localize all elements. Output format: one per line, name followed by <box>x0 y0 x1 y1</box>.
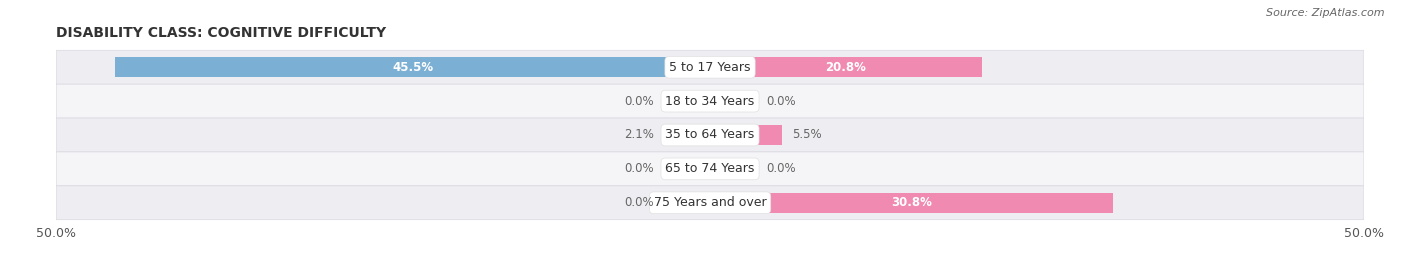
Text: Source: ZipAtlas.com: Source: ZipAtlas.com <box>1267 8 1385 18</box>
FancyBboxPatch shape <box>56 84 1364 118</box>
Text: 5.5%: 5.5% <box>793 129 823 141</box>
FancyBboxPatch shape <box>56 152 1364 186</box>
Text: 65 to 74 Years: 65 to 74 Years <box>665 162 755 176</box>
Bar <box>710 91 756 111</box>
FancyBboxPatch shape <box>56 186 1364 220</box>
Text: 18 to 34 Years: 18 to 34 Years <box>665 94 755 108</box>
Text: 5 to 17 Years: 5 to 17 Years <box>669 61 751 74</box>
Text: 0.0%: 0.0% <box>766 162 796 176</box>
Text: 30.8%: 30.8% <box>891 196 932 209</box>
Bar <box>115 58 710 77</box>
Bar <box>710 193 1112 212</box>
Bar <box>710 58 981 77</box>
Text: 35 to 64 Years: 35 to 64 Years <box>665 129 755 141</box>
Text: 0.0%: 0.0% <box>624 94 654 108</box>
Text: 45.5%: 45.5% <box>392 61 433 74</box>
Bar <box>664 193 710 212</box>
Text: 2.1%: 2.1% <box>624 129 654 141</box>
Bar <box>710 159 756 179</box>
FancyBboxPatch shape <box>56 118 1364 152</box>
Text: 0.0%: 0.0% <box>766 94 796 108</box>
Text: 20.8%: 20.8% <box>825 61 866 74</box>
Text: DISABILITY CLASS: COGNITIVE DIFFICULTY: DISABILITY CLASS: COGNITIVE DIFFICULTY <box>56 26 387 40</box>
Bar <box>664 91 710 111</box>
Bar <box>664 125 710 145</box>
Bar <box>710 125 782 145</box>
Text: 0.0%: 0.0% <box>624 162 654 176</box>
FancyBboxPatch shape <box>56 50 1364 84</box>
Text: 0.0%: 0.0% <box>624 196 654 209</box>
Bar <box>664 159 710 179</box>
Text: 75 Years and over: 75 Years and over <box>654 196 766 209</box>
